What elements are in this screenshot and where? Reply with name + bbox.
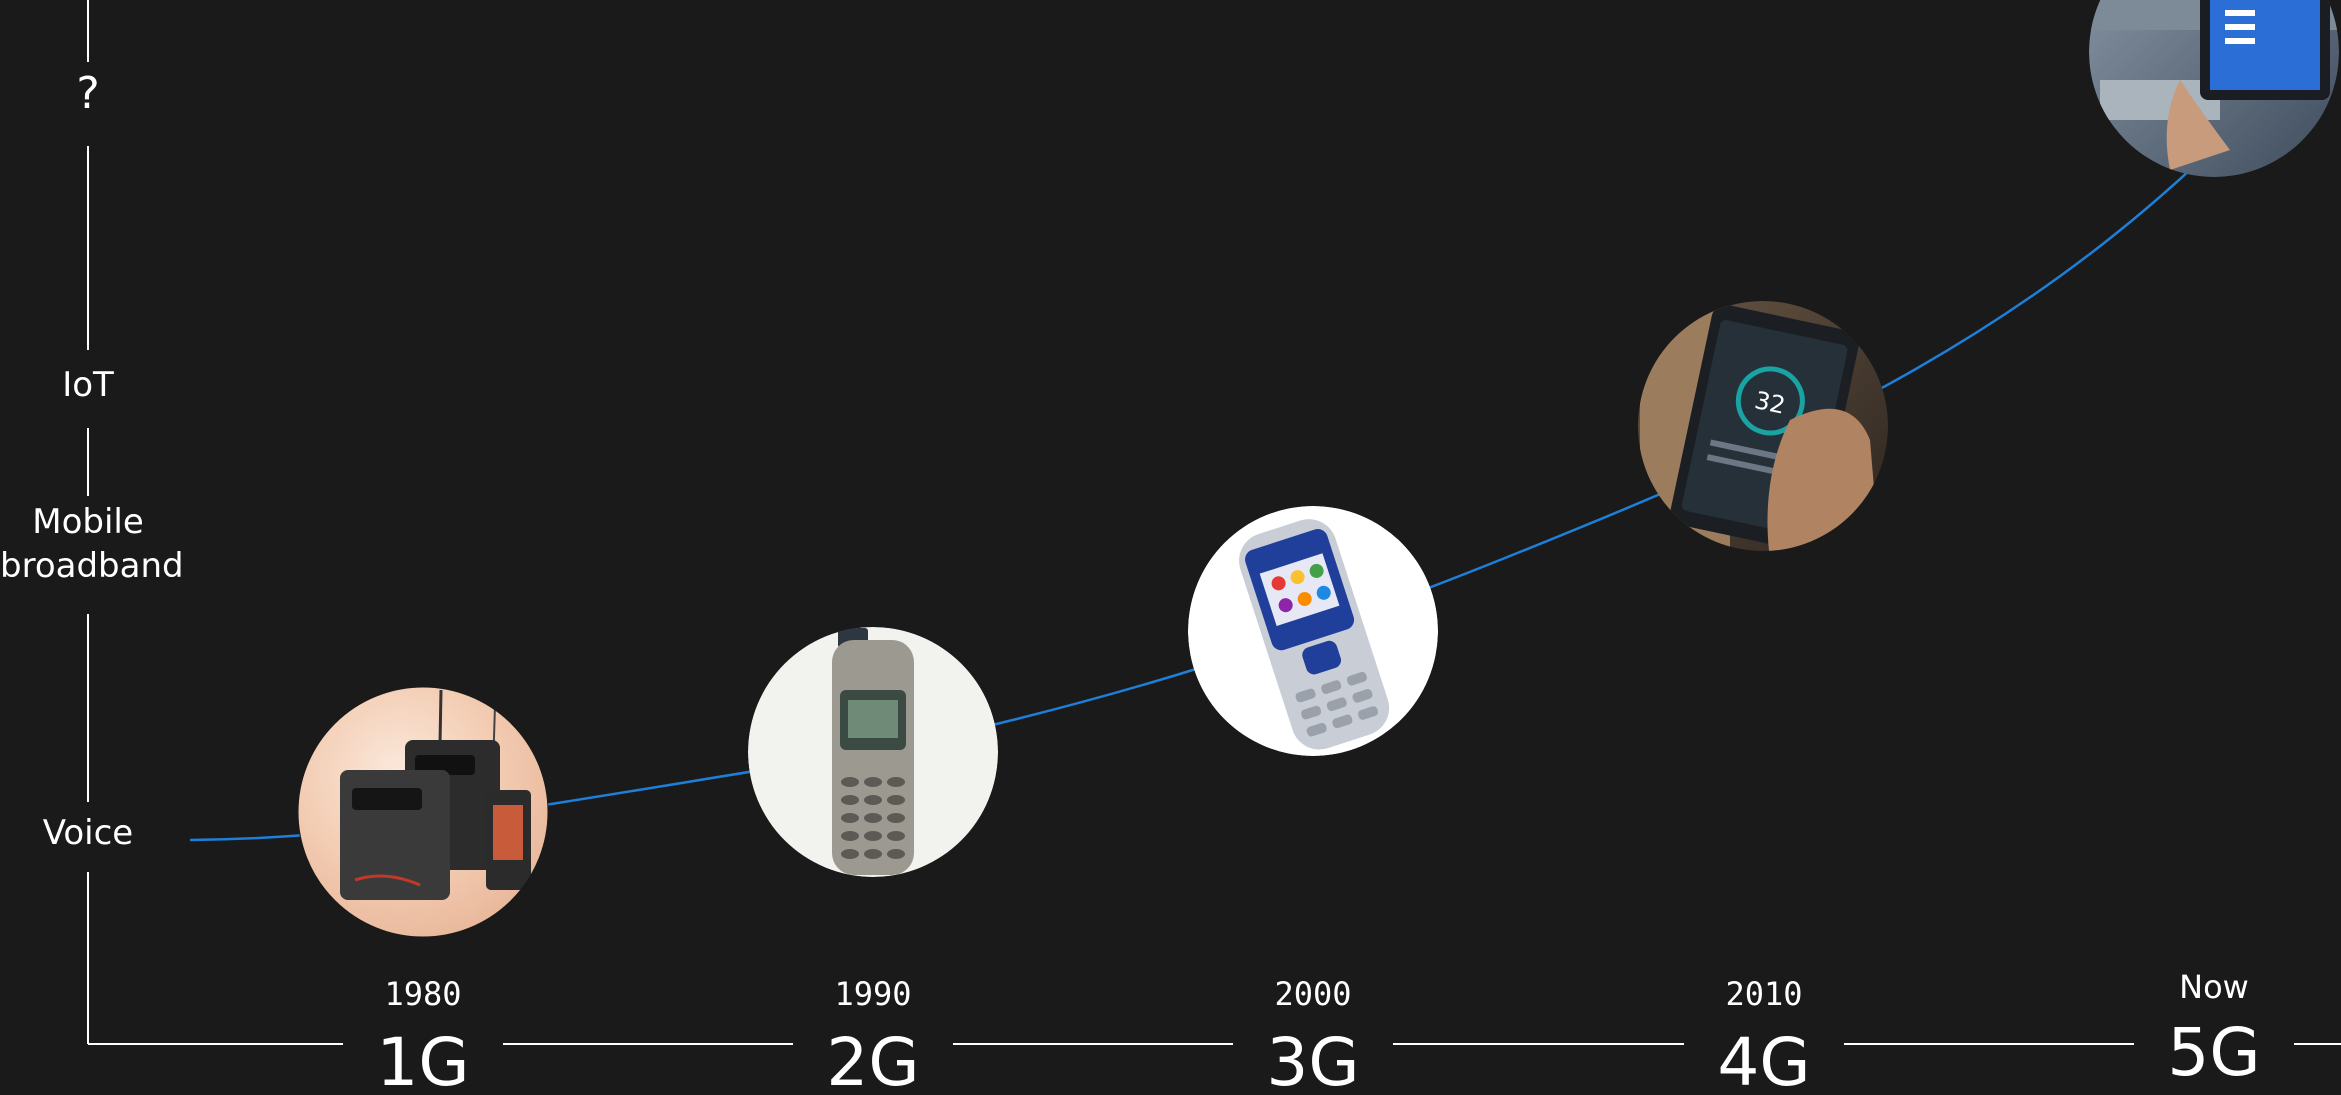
candybar-phone-photo: [748, 627, 998, 877]
year-label-4g: 2010: [1725, 975, 1803, 1013]
svg-text:32: 32: [1752, 386, 1788, 420]
color-feature-phone-photo: [1188, 506, 1438, 756]
generation-label-2g: 2G: [793, 1028, 953, 1095]
year-label-1g: 1980: [384, 975, 462, 1013]
y-axis-label-mobile-line1: Mobile: [32, 502, 144, 542]
generation-label-4g: 4G: [1684, 1028, 1844, 1095]
industrial-tablet-photo: [2089, 0, 2339, 177]
year-label-5g: Now: [2179, 968, 2249, 1006]
y-axis-label-iot: IoT: [44, 350, 132, 428]
generation-label-5g: 5G: [2134, 1018, 2294, 1088]
y-axis-label-voice: Voice: [30, 802, 146, 872]
generation-label-3g: 3G: [1233, 1028, 1393, 1095]
year-label-3g: 2000: [1274, 975, 1352, 1013]
smartphone-photo: 32: [1638, 301, 1888, 551]
generation-label-1g: 1G: [343, 1028, 503, 1095]
briefcase-phone-photo: [298, 687, 548, 937]
y-axis-label-mobile-broadband: Mobile broadband: [0, 496, 184, 614]
y-axis-label-mobile-line2: broadband: [0, 546, 184, 586]
year-label-2g: 1990: [834, 975, 912, 1013]
y-axis-label-unknown: ?: [60, 62, 116, 146]
